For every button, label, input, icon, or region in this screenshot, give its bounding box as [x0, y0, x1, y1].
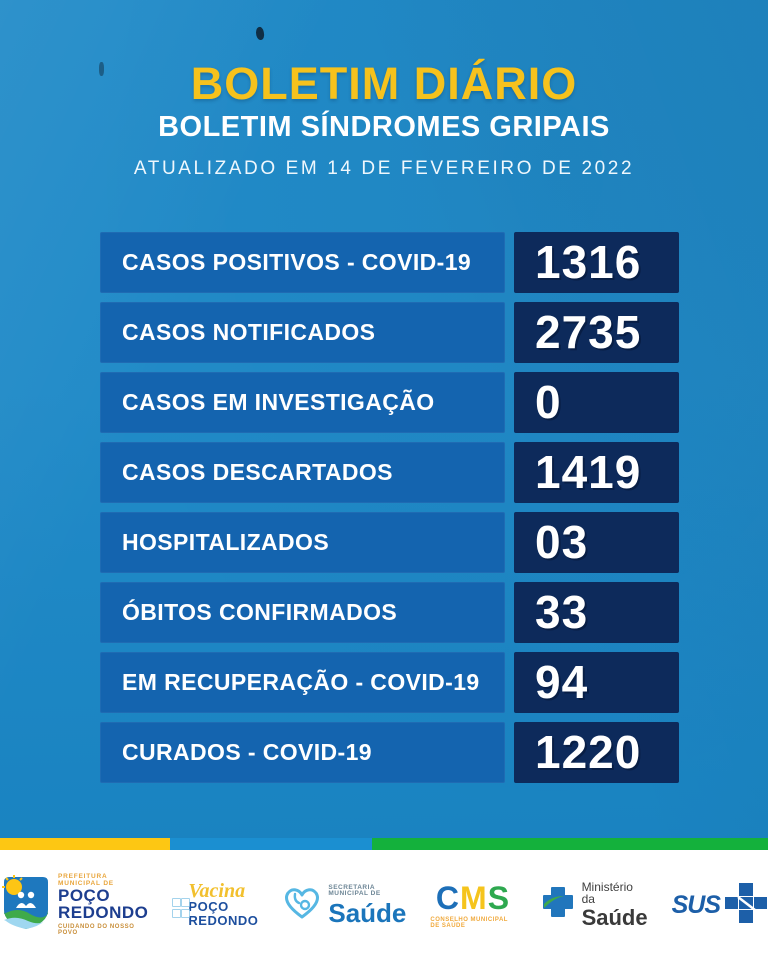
stat-label: CASOS EM INVESTIGAÇÃO — [100, 372, 505, 433]
vacina-text: Vacina POÇO REDONDO — [188, 880, 259, 928]
paper-speck — [99, 62, 104, 76]
updated-date: ATUALIZADO EM 14 DE FEVEREIRO DE 2022 — [133, 158, 635, 180]
stat-value: 1419 — [514, 442, 679, 503]
secretaria-big-label: Saúde — [328, 897, 407, 928]
page-subtitle: BOLETIM SÍNDROMES GRIPAIS — [158, 111, 610, 144]
footer-stripe — [0, 838, 768, 850]
stat-row: EM RECUPERAÇÃO - COVID-19 94 — [100, 652, 679, 713]
stat-row: CURADOS - COVID-19 1220 — [100, 722, 679, 783]
stat-value: 2735 — [514, 302, 679, 363]
stat-value: 1316 — [514, 232, 679, 293]
cms-letter-s: S — [487, 879, 511, 916]
page-title: BOLETIM DIÁRIO — [190, 58, 578, 109]
cms-subtext: CONSELHO MUNICIPAL DE SAÚDE — [430, 916, 508, 929]
stat-label: CURADOS - COVID-19 — [100, 722, 505, 783]
ministerio-text: Ministério da Saúde — [582, 881, 648, 929]
prefeitura-name2: REDONDO — [58, 903, 149, 922]
stat-value: 0 — [514, 372, 679, 433]
stat-label: CASOS NOTIFICADOS — [100, 302, 505, 363]
vacina-name2: REDONDO — [188, 913, 259, 928]
stat-row: CASOS DESCARTADOS 1419 — [100, 442, 679, 503]
heart-stethoscope-icon — [282, 884, 322, 927]
prefeitura-line1: PREFEITURA — [58, 873, 108, 880]
cms-letters: CMS — [436, 882, 510, 914]
footer-logos: PREFEITURA MUNICIPAL DE POÇO REDONDO CUI… — [0, 850, 768, 960]
prefeitura-logo: PREFEITURA MUNICIPAL DE POÇO REDONDO CUI… — [0, 873, 149, 937]
stats-table: CASOS POSITIVOS - COVID-19 1316 CASOS NO… — [100, 232, 679, 792]
health-cross-icon — [540, 884, 576, 927]
cms-letter-c: C — [435, 879, 461, 916]
stat-value: 94 — [514, 652, 679, 713]
cms-letter-m: M — [460, 879, 488, 916]
sus-cross-icon — [724, 881, 768, 930]
stat-value: 1220 — [514, 722, 679, 783]
sus-label: SUS — [671, 890, 721, 919]
crest-icon — [0, 874, 52, 937]
stat-label: CASOS POSITIVOS - COVID-19 — [100, 232, 505, 293]
prefeitura-tagline: CUIDANDO DO NOSSO POVO — [58, 924, 135, 936]
ministerio-small-label: Ministério da — [581, 880, 633, 906]
ministerio-saude-logo: Ministério da Saúde — [540, 881, 648, 929]
stat-row: ÓBITOS CONFIRMADOS 33 — [100, 582, 679, 643]
prefeitura-text: PREFEITURA MUNICIPAL DE POÇO REDONDO CUI… — [58, 873, 149, 936]
stat-label: CASOS DESCARTADOS — [100, 442, 505, 503]
stat-row: CASOS POSITIVOS - COVID-19 1316 — [100, 232, 679, 293]
stat-value: 33 — [514, 582, 679, 643]
puzzle-pieces-icon — [172, 898, 191, 919]
vacina-script-word: Vacina — [188, 880, 246, 903]
secretaria-small-label: SECRETARIA MUNICIPAL DE — [328, 883, 381, 897]
stat-row: HOSPITALIZADOS 03 — [100, 512, 679, 573]
stripe-yellow-segment — [0, 838, 170, 850]
vacina-name1: POÇO — [188, 899, 229, 915]
sus-logo: SUS — [672, 881, 768, 930]
secretaria-saude-logo: SECRETARIA MUNICIPAL DE Saúde — [282, 884, 406, 927]
ministerio-big-label: Saúde — [581, 905, 648, 930]
prefeitura-line2: MUNICIPAL DE — [58, 879, 114, 887]
stat-label: HOSPITALIZADOS — [100, 512, 505, 573]
stat-label: EM RECUPERAÇÃO - COVID-19 — [100, 652, 505, 713]
stat-label: ÓBITOS CONFIRMADOS — [100, 582, 505, 643]
vacina-logo: Vacina POÇO REDONDO — [172, 880, 259, 928]
stripe-green-segment — [372, 838, 768, 850]
paper-speck — [254, 26, 266, 41]
stat-row: CASOS EM INVESTIGAÇÃO 0 — [100, 372, 679, 433]
header: BOLETIM DIÁRIO BOLETIM SÍNDROMES GRIPAIS… — [0, 60, 768, 180]
prefeitura-name1: POÇO — [58, 886, 111, 905]
stat-row: CASOS NOTIFICADOS 2735 — [100, 302, 679, 363]
stripe-blue-segment — [170, 838, 372, 850]
cms-logo: CMS CONSELHO MUNICIPAL DE SAÚDE — [430, 882, 515, 929]
stat-value: 03 — [514, 512, 679, 573]
secretaria-text: SECRETARIA MUNICIPAL DE Saúde — [328, 883, 407, 928]
